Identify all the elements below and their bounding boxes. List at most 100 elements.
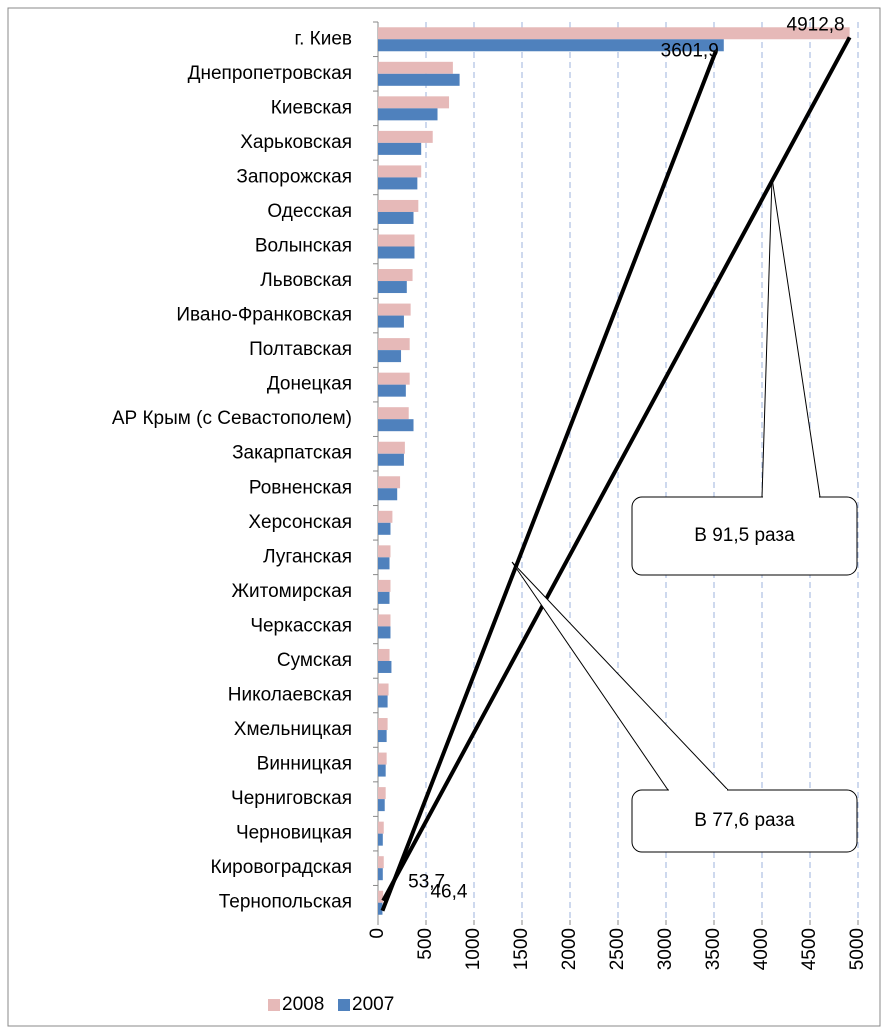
value-label: 3601,9 [661, 40, 719, 61]
y-tick-label: Сумская [277, 650, 352, 671]
y-tick-label: г. Киев [294, 28, 352, 49]
bar [378, 730, 387, 743]
bar [378, 799, 385, 812]
bar [378, 211, 414, 224]
legend-label: 2008 [282, 994, 324, 1015]
y-tick-label: Ивано-Франковская [176, 305, 352, 326]
x-tick-label: 1500 [511, 928, 532, 970]
bar [378, 372, 410, 385]
x-tick-label: 3500 [703, 928, 724, 970]
y-tick-label: Одесская [267, 201, 352, 222]
bar [378, 96, 450, 109]
y-tick-label: Ровненская [249, 477, 352, 498]
x-tick-label: 1000 [463, 928, 484, 970]
x-tick-label: 2500 [607, 928, 628, 970]
y-tick-label: Черновицкая [236, 823, 352, 844]
bar [378, 614, 391, 627]
x-tick-label: 4500 [799, 928, 820, 970]
bar [378, 591, 390, 604]
bar [378, 130, 433, 143]
y-tick-label: Хмельницкая [234, 719, 352, 740]
y-tick-label: Черниговская [231, 788, 352, 809]
legend-swatch [338, 999, 350, 1011]
bar [378, 902, 383, 915]
y-tick-label: Житомирская [231, 581, 352, 602]
y-tick-label: Днепропетровская [188, 63, 352, 84]
bar [378, 419, 414, 432]
x-tick-label: 4000 [751, 928, 772, 970]
y-tick-label: Запорожская [236, 166, 352, 187]
bar [378, 384, 406, 397]
y-tick-label: Харьковская [240, 132, 352, 153]
bar [378, 453, 404, 466]
bar [378, 868, 383, 881]
comparison-line [380, 50, 718, 912]
bar [378, 890, 384, 903]
bar [378, 61, 453, 74]
bar [378, 626, 391, 639]
bar [378, 718, 388, 731]
y-tick-label: АР Крым (с Севастополем) [112, 408, 352, 429]
y-tick-label: Тернопольская [219, 892, 352, 913]
x-tick-label: 3000 [655, 928, 676, 970]
bar [378, 39, 724, 52]
x-tick-label: 0 [367, 928, 388, 939]
bar [378, 350, 402, 363]
bar [378, 579, 391, 592]
bar [378, 764, 386, 777]
bar [378, 695, 388, 708]
bar [378, 338, 410, 351]
bar [378, 660, 392, 673]
callout-box [631, 496, 858, 576]
bar [378, 199, 419, 212]
y-tick-label: Кировоградская [211, 857, 353, 878]
bar [378, 73, 460, 86]
bar [378, 407, 409, 420]
bar [378, 27, 850, 40]
bar [378, 165, 422, 178]
callout-box [631, 789, 858, 853]
y-tick-label: Винницкая [257, 754, 352, 775]
callout-pointer [761, 177, 821, 498]
y-tick-label: Киевская [271, 97, 352, 118]
bar [378, 303, 411, 316]
value-label: 4912,8 [787, 14, 845, 35]
y-tick-label: Херсонская [248, 512, 352, 533]
bar [378, 177, 418, 190]
bar [378, 856, 384, 869]
x-tick-label: 5000 [847, 928, 868, 970]
x-tick-label: 2000 [559, 928, 580, 970]
bar [378, 281, 407, 294]
bar [378, 821, 384, 834]
legend-label: 2007 [352, 994, 394, 1015]
bar [378, 315, 404, 328]
callout-text: В 77,6 раза [694, 810, 795, 831]
bar [378, 787, 386, 800]
callout-pointer [511, 561, 729, 791]
bar [378, 441, 405, 454]
bar [378, 234, 415, 247]
value-label: 46,4 [430, 882, 467, 903]
callout-text: В 91,5 раза [694, 525, 795, 546]
bar [378, 476, 401, 489]
y-tick-label: Черкасская [250, 615, 352, 636]
bar [378, 545, 391, 558]
legend-swatch [268, 999, 280, 1011]
y-tick-label: Николаевская [228, 685, 352, 706]
bar [378, 522, 391, 535]
y-tick-label: Львовская [260, 270, 352, 291]
bar [378, 108, 438, 121]
bar [378, 269, 413, 282]
bar [378, 683, 389, 696]
bar [378, 833, 383, 846]
y-tick-label: Донецкая [267, 374, 352, 395]
bar [378, 648, 390, 661]
y-tick-label: Волынская [255, 236, 352, 257]
bar [378, 142, 422, 155]
y-tick-label: Луганская [263, 546, 352, 567]
bar [378, 752, 387, 765]
bar [378, 488, 398, 501]
y-tick-label: Закарпатская [232, 443, 352, 464]
y-tick-label: Полтавская [249, 339, 352, 360]
